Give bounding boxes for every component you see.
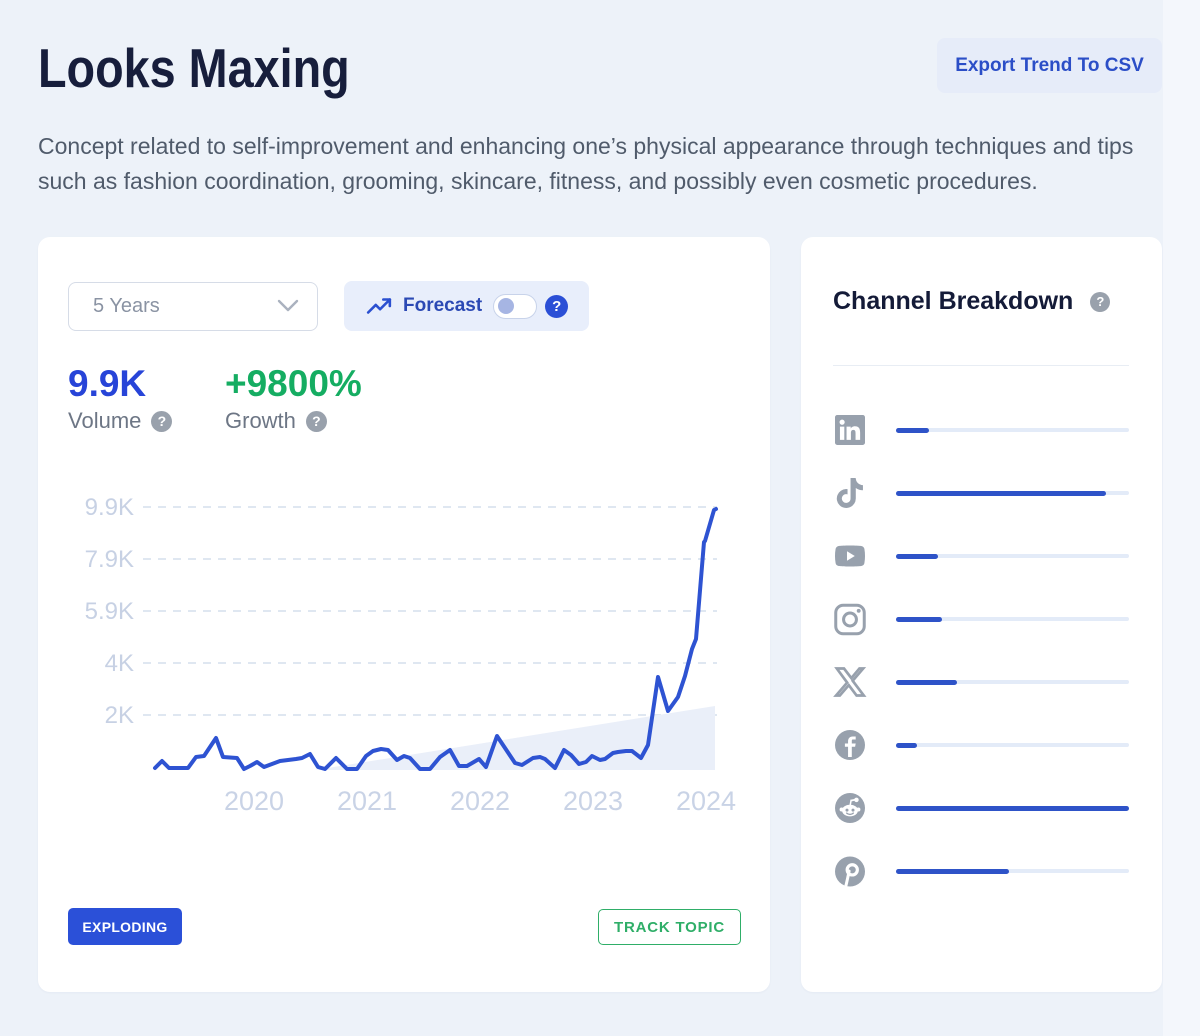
svg-text:2K: 2K xyxy=(105,702,134,729)
svg-text:2020: 2020 xyxy=(224,786,284,816)
svg-text:7.9K: 7.9K xyxy=(85,546,134,573)
svg-text:9.9K: 9.9K xyxy=(85,494,134,521)
svg-text:2024: 2024 xyxy=(676,786,736,816)
svg-text:4K: 4K xyxy=(105,650,134,677)
svg-text:2023: 2023 xyxy=(563,786,623,816)
svg-text:2022: 2022 xyxy=(450,786,510,816)
svg-text:5.9K: 5.9K xyxy=(85,598,134,625)
svg-text:2021: 2021 xyxy=(337,786,397,816)
